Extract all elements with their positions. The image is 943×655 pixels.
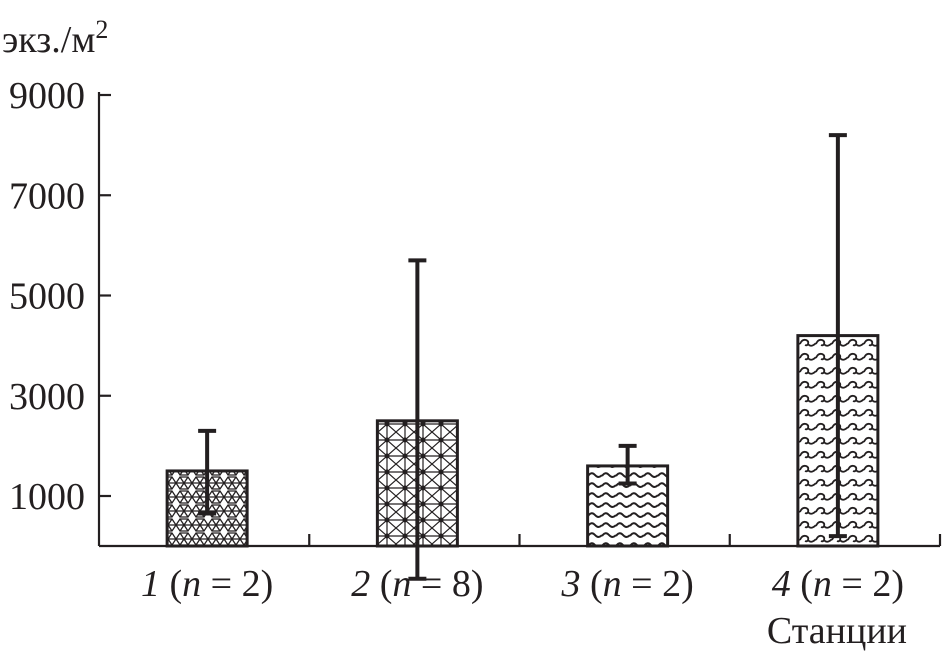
y-tick-label: 7000 [9, 175, 85, 217]
label-count: = 2) [201, 563, 273, 605]
x-category-label-4: 4 (n = 2) [772, 563, 904, 605]
station-number: 1 [141, 563, 160, 605]
label-open: ( [370, 563, 392, 605]
label-count: = 2) [832, 563, 904, 605]
label-n: n [392, 563, 411, 605]
error-bars-group [198, 133, 847, 581]
station-number: 4 [772, 563, 791, 605]
x-ticks-group [308, 534, 942, 546]
station-number: 2 [351, 563, 370, 605]
label-n: n [182, 563, 201, 605]
label-n: n [813, 563, 832, 605]
y-ticks-group: 1000 3000 5000 7000 9000 [9, 75, 111, 518]
y-tick-label: 3000 [9, 376, 85, 418]
x-category-label-3: 3 (n = 2) [561, 563, 694, 605]
x-labels-group: 1 (n = 2) 2 (n = 8) 3 (n = 2) 4 (n = 2) [141, 563, 904, 605]
label-count: = 2) [622, 563, 694, 605]
label-count: = 8) [411, 563, 483, 605]
bars-group [165, 334, 880, 548]
label-open: ( [791, 563, 813, 605]
x-category-label-2: 2 (n = 8) [351, 563, 483, 605]
label-open: ( [581, 563, 603, 605]
x-category-label-1: 1 (n = 2) [141, 563, 273, 605]
y-tick-label: 9000 [9, 75, 85, 117]
station-number: 3 [561, 563, 581, 605]
label-open: ( [160, 563, 182, 605]
y-tick-label: 5000 [9, 276, 85, 318]
y-axis-label-superscript: 2 [95, 15, 108, 44]
y-axis-label: экз./м2 [2, 15, 108, 61]
label-n: n [603, 563, 622, 605]
y-axis-label-main: экз./м [2, 19, 95, 61]
x-axis-title: Станции [767, 610, 907, 652]
y-tick-label: 1000 [9, 476, 85, 518]
